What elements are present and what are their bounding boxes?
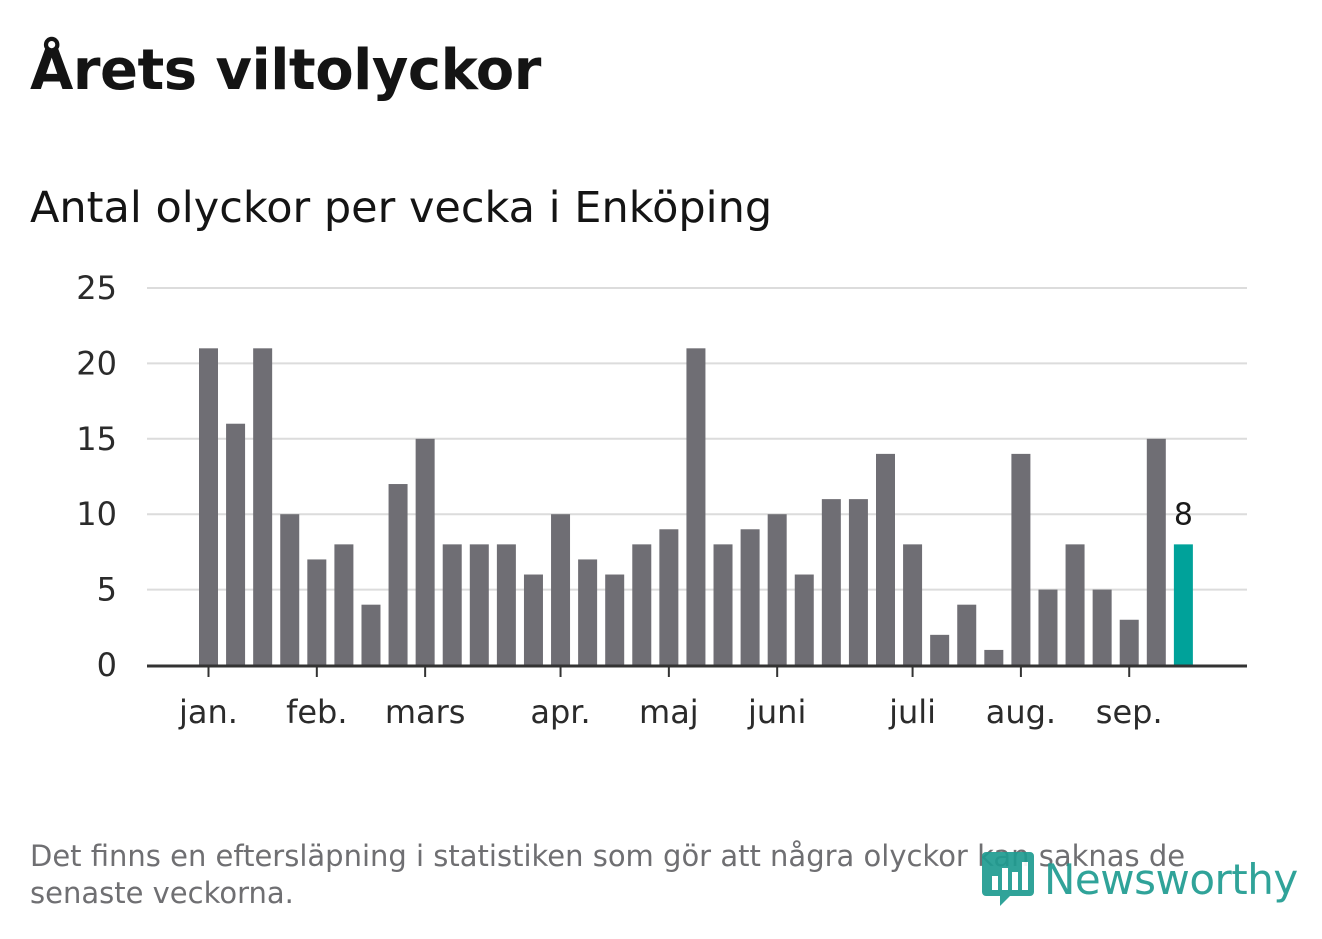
y-tick-label: 5 — [97, 571, 117, 609]
bar — [930, 634, 950, 665]
x-tick-label: juni — [747, 693, 806, 731]
x-tick-label: juli — [888, 693, 936, 731]
bar — [659, 529, 679, 665]
x-tick-label: maj — [639, 693, 699, 731]
bar — [713, 544, 733, 665]
bar — [1065, 544, 1085, 665]
x-tick-label: feb. — [286, 693, 347, 731]
y-tick-label: 20 — [76, 344, 117, 382]
bar — [740, 529, 760, 665]
bar — [307, 559, 327, 665]
bar — [280, 514, 300, 665]
bar — [442, 544, 462, 665]
chart-subtitle: Antal olyckor per vecka i Enköping — [30, 183, 773, 233]
bar — [605, 574, 625, 665]
bar-highlighted — [1173, 544, 1193, 665]
highlight-value-label: 8 — [1174, 497, 1193, 532]
bar — [496, 544, 516, 665]
y-tick-label: 15 — [76, 420, 117, 458]
bar — [686, 348, 706, 665]
bar — [848, 499, 868, 665]
bar — [551, 514, 571, 665]
bar — [253, 348, 273, 665]
bar — [1092, 589, 1112, 665]
y-tick-label: 25 — [76, 269, 117, 307]
bar — [767, 514, 787, 665]
bar — [523, 574, 543, 665]
bar — [578, 559, 598, 665]
bar — [794, 574, 814, 665]
bar — [984, 649, 1004, 665]
bar — [1119, 619, 1139, 665]
bar — [415, 438, 435, 665]
x-axis — [147, 664, 1247, 677]
x-tick-label: sep. — [1096, 693, 1163, 731]
y-tick-label: 10 — [76, 495, 117, 533]
bar — [1038, 589, 1058, 665]
bar — [1146, 438, 1166, 665]
bar-chart-speech-icon — [982, 852, 1034, 906]
logo-text: Newsworthy — [1044, 854, 1298, 904]
bar — [226, 423, 246, 665]
axis-labels: 0 5 10 15 20 25 8 jan. feb. mars apr. maj juni juli au… — [76, 269, 1193, 731]
bar — [1011, 453, 1031, 665]
newsworthy-logo: Newsworthy — [980, 848, 1298, 910]
x-tick-label: mars — [385, 693, 466, 731]
y-tick-label: 0 — [97, 646, 117, 684]
bar — [361, 604, 381, 665]
x-tick-label: apr. — [530, 693, 590, 731]
chart-title: Årets viltolyckor — [30, 38, 541, 103]
bar — [957, 604, 977, 665]
bar — [632, 544, 652, 665]
bar — [469, 544, 489, 665]
bar — [334, 544, 354, 665]
bar — [876, 453, 895, 665]
bar — [388, 484, 408, 665]
x-tick-label: jan. — [178, 693, 238, 731]
bars — [199, 348, 1193, 665]
bar — [199, 348, 218, 665]
bar — [903, 544, 923, 665]
bar-chart: 0 5 10 15 20 25 8 jan. feb. mars apr. maj juni juli au… — [76, 269, 1247, 731]
x-tick-label: aug. — [986, 693, 1056, 731]
bar — [821, 499, 841, 665]
